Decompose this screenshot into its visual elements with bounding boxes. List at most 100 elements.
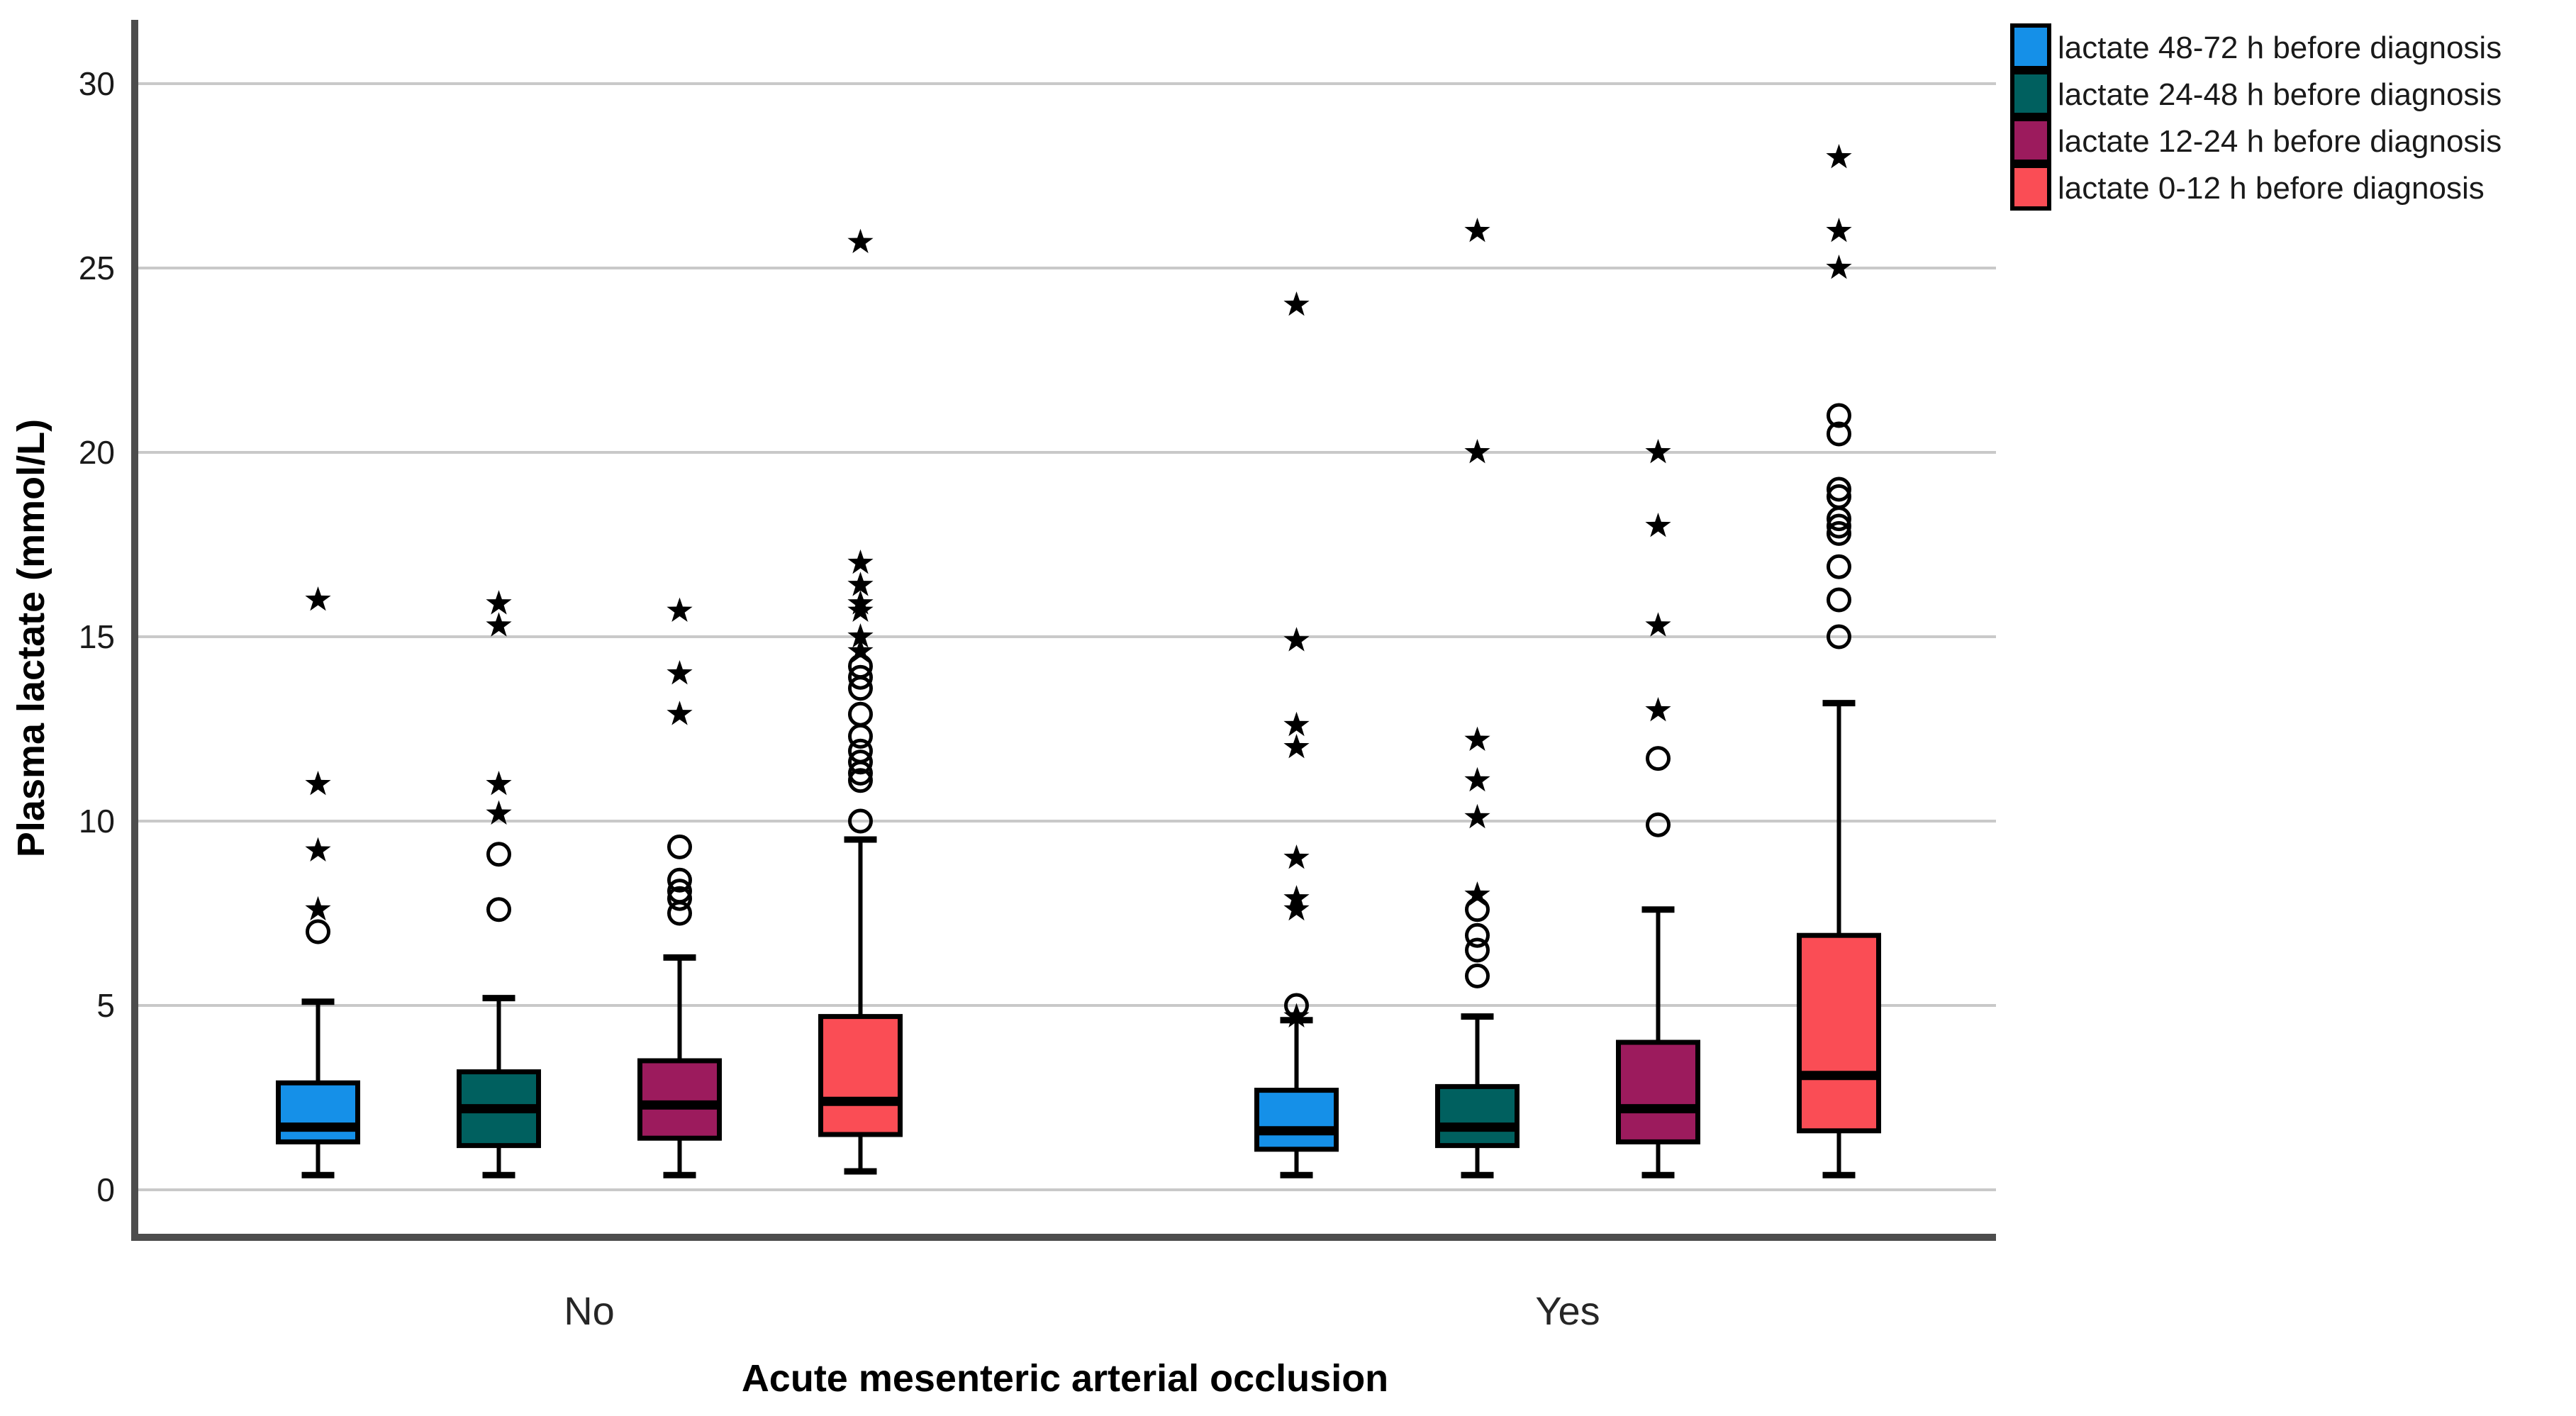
outlier-star xyxy=(486,771,512,796)
box-lactate-12-24-h-before-diagnosis-no xyxy=(637,597,722,1178)
legend-swatch xyxy=(2010,70,2051,117)
box-iqr xyxy=(818,1014,903,1137)
outlier-star xyxy=(486,800,512,825)
outlier-circle xyxy=(848,749,873,775)
outlier-star xyxy=(1464,803,1490,829)
outlier-circle xyxy=(848,760,873,786)
legend-swatch xyxy=(2010,164,2051,211)
outlier-star xyxy=(1283,1003,1310,1027)
outlier-circle xyxy=(1827,587,1851,613)
outlier-circle xyxy=(1465,937,1490,963)
box-lactate-0-12-h-before-diagnosis-no xyxy=(818,228,903,1175)
outlier-circle xyxy=(848,664,873,690)
outlier-star xyxy=(1464,766,1490,792)
outlier-circle xyxy=(667,834,692,859)
outlier-star xyxy=(1464,439,1490,464)
box-lactate-48-72-h-before-diagnosis-no xyxy=(276,586,360,1178)
y-tick-label-15: 15 xyxy=(79,618,115,655)
outlier-star xyxy=(1645,612,1671,637)
outlier-circle xyxy=(1646,746,1671,771)
outlier-circle xyxy=(848,723,873,749)
box-lactate-12-24-h-before-diagnosis-yes xyxy=(1616,439,1700,1178)
box-iqr xyxy=(1254,1088,1339,1152)
y-tick-labels: 0 5 10 15 20 25 30 xyxy=(79,65,115,1208)
outlier-circle xyxy=(1827,506,1851,532)
axes xyxy=(131,20,1996,1241)
outlier-circle xyxy=(1827,476,1851,502)
legend-label: lactate 48-72 h before diagnosis xyxy=(2058,30,2502,65)
outlier-star xyxy=(1464,881,1490,906)
outlier-star xyxy=(667,701,693,725)
legend-label: lactate 0-12 h before diagnosis xyxy=(2058,171,2485,206)
outlier-circle xyxy=(848,676,873,701)
box-lactate-24-48-h-before-diagnosis-yes xyxy=(1435,218,1520,1178)
outlier-star xyxy=(305,837,331,862)
outlier-circle xyxy=(1646,812,1671,837)
outlier-circle xyxy=(848,808,873,834)
box-lactate-48-72-h-before-diagnosis-yes xyxy=(1254,291,1339,1178)
outlier-star xyxy=(847,623,874,648)
box-iqr xyxy=(1797,932,1881,1134)
box-iqr xyxy=(1435,1083,1520,1149)
outlier-circle xyxy=(1827,520,1851,546)
legend-entry: lactate 12-24 h before diagnosis xyxy=(2010,117,2502,164)
y-tick-label-25: 25 xyxy=(79,250,115,286)
outlier-star xyxy=(1283,291,1310,316)
legend-swatch xyxy=(2010,117,2051,164)
outlier-circle xyxy=(1827,403,1851,428)
outlier-circle xyxy=(1465,922,1490,948)
box-lactate-0-12-h-before-diagnosis-yes xyxy=(1797,144,1881,1178)
outlier-star xyxy=(847,228,874,253)
outlier-circle xyxy=(486,897,511,922)
outlier-star xyxy=(1645,513,1671,537)
outlier-star xyxy=(1464,218,1490,242)
outlier-circle xyxy=(667,867,692,893)
outlier-star xyxy=(1283,896,1310,921)
outlier-circle xyxy=(1465,897,1490,922)
x-category-no: No xyxy=(564,1288,615,1333)
outlier-star xyxy=(1826,144,1852,169)
outlier-star xyxy=(1826,218,1852,242)
outlier-star xyxy=(305,586,331,611)
legend-label: lactate 24-48 h before diagnosis xyxy=(2058,77,2502,112)
y-tick-label-10: 10 xyxy=(79,803,115,840)
box-iqr xyxy=(276,1080,360,1144)
y-tick-label-5: 5 xyxy=(96,987,115,1024)
outlier-circle xyxy=(667,886,692,911)
legend-swatch xyxy=(2010,23,2051,70)
box-iqr xyxy=(1616,1039,1700,1144)
outlier-star xyxy=(667,597,693,622)
outlier-star xyxy=(847,550,874,574)
outlier-star xyxy=(847,637,874,663)
outlier-circle xyxy=(1827,624,1851,650)
box-iqr xyxy=(637,1058,722,1141)
outlier-star xyxy=(1283,711,1310,737)
legend-entry: lactate 48-72 h before diagnosis xyxy=(2010,23,2502,70)
gridlines xyxy=(135,82,1996,1191)
outlier-circle xyxy=(486,842,511,867)
y-axis-title: Plasma lactate (mmol/L) xyxy=(10,419,52,857)
y-tick-label-0: 0 xyxy=(96,1171,115,1208)
x-category-yes: Yes xyxy=(1535,1288,1600,1333)
outlier-star xyxy=(1645,439,1671,464)
outlier-star xyxy=(486,590,512,615)
outlier-star xyxy=(1283,844,1310,869)
box-lactate-24-48-h-before-diagnosis-no xyxy=(457,590,541,1178)
outlier-star xyxy=(847,572,874,596)
outlier-star xyxy=(847,597,874,622)
outlier-circle xyxy=(306,919,330,944)
y-tick-label-20: 20 xyxy=(79,434,115,471)
outlier-star xyxy=(305,896,331,921)
outlier-circle xyxy=(848,768,873,793)
outlier-circle xyxy=(667,901,692,926)
legend-label: lactate 12-24 h before diagnosis xyxy=(2058,124,2502,159)
boxes xyxy=(276,144,1881,1178)
outlier-circle xyxy=(1827,513,1851,539)
y-tick-label-30: 30 xyxy=(79,65,115,102)
legend-entry: lactate 0-12 h before diagnosis xyxy=(2010,164,2485,211)
outlier-circle xyxy=(1827,421,1851,447)
x-axis-title: Acute mesenteric arterial occlusion xyxy=(742,1357,1388,1400)
outlier-star xyxy=(305,771,331,796)
legend: lactate 48-72 h before diagnosis lactate … xyxy=(2010,23,2502,211)
